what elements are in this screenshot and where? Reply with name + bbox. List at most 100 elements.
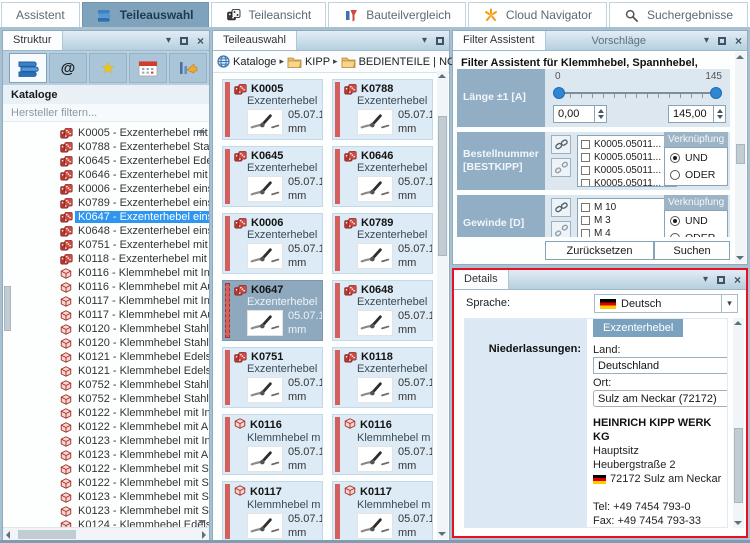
part-card[interactable]: K0006 Exzenterhebel ei... 05.07.17 mm [222,213,323,274]
radio-button[interactable] [670,216,680,226]
checkbox[interactable] [581,229,590,237]
max-value[interactable]: 145,00 [673,108,707,120]
part-card[interactable]: K0005 Exzenterhebel mi... 05.07.17 mm [222,79,323,140]
part-card[interactable]: K0645 Exzenterhebel Ed... 05.07.17 mm [222,146,323,207]
slider-handle-max[interactable] [710,87,722,99]
combobox-arrow[interactable]: ▾ [721,295,737,312]
tree-item[interactable]: K0648 - Exzenterhebel einstellba [3,224,209,238]
radio-button[interactable] [670,170,680,180]
min-value-spinner[interactable]: 0,00 [553,105,607,123]
part-card[interactable]: K0117 Klemmhebel mit... 05.07.17 mm [332,481,433,540]
part-card[interactable]: K0647 Exzenterhebel ei... 05.07.17 mm [222,280,323,341]
step-down-icon[interactable] [716,115,723,119]
slider-handle-min[interactable] [553,87,565,99]
history-view-button[interactable] [169,53,207,83]
checkbox-option[interactable]: K0005.05011... [581,151,666,164]
scroll-up-arrow[interactable] [198,129,206,133]
filter-assistent-panel-tab[interactable]: Filter Assistent [453,31,546,50]
close-icon[interactable]: × [734,33,742,48]
ort-select[interactable]: Sulz am Neckar (72172) [593,390,727,407]
tree-item[interactable]: K0122 - Klemmhebel mit Schutz [3,462,209,476]
scroll-down-arrow[interactable] [734,521,742,525]
scroll-down-arrow[interactable] [198,520,206,524]
language-combobox[interactable]: Deutsch ▾ [594,294,738,313]
spinner-steps[interactable] [594,106,606,122]
calendar-view-button[interactable] [129,53,167,83]
tree-item[interactable]: K0789 - Exzenterhebel einstellba [3,196,209,210]
details-panel-tab[interactable]: Details [454,270,509,289]
tree-item[interactable]: K0117 - Klemmhebel mit Außen [3,308,209,322]
tab-assistent[interactable]: Assistent [1,2,80,27]
favorites-view-button[interactable]: ★ [89,53,127,83]
part-card[interactable]: K0116 Klemmhebel mit... 05.07.17 mm [332,414,433,475]
min-value[interactable]: 0,00 [558,108,580,120]
search-button[interactable]: Suchen [654,241,730,260]
horizontal-scrollbar-thumb[interactable] [18,530,76,539]
checkbox-option[interactable]: M 10 [581,201,666,214]
max-value-spinner[interactable]: 145,00 [668,105,726,123]
tree-item[interactable]: K0005 - Exzenterhebel mit Innen [3,126,209,140]
scroll-down-arrow[interactable] [438,532,446,536]
suppliers-view-button[interactable]: @ [49,53,87,83]
tree-item[interactable]: K0646 - Exzenterhebel mit Kunst [3,168,209,182]
breadcrumb-kataloge[interactable]: Kataloge ▸ [217,55,284,68]
tree-item[interactable]: K0116 - Klemmhebel mit Außen [3,280,209,294]
checkbox[interactable] [581,153,590,162]
scroll-right-arrow[interactable] [202,531,206,539]
tree-item[interactable]: K0751 - Exzenterhebel mit Schne [3,238,209,252]
panel-menu-icon[interactable]: ▾ [421,34,427,46]
unlink-values-button[interactable] [551,221,571,237]
unlink-values-button[interactable] [551,158,571,177]
tree-item[interactable]: K0006 - Exzenterhebel einstellba [3,182,209,196]
tree-item[interactable]: K0123 - Klemmhebel mit Schutz [3,490,209,504]
maximize-icon[interactable] [436,36,444,45]
radio-oder[interactable]: ODER [670,169,722,181]
teileauswahl-panel-tab[interactable]: Teileauswahl [213,31,297,50]
breadcrumb-bedienteile[interactable]: BEDIENTEILE | NO [341,56,456,68]
tab-bauteilvergleich[interactable]: Bauteilvergleich [328,2,466,27]
step-down-icon[interactable] [597,115,604,119]
tree-item[interactable]: K0122 - Klemmhebel mit Außen [3,420,209,434]
checkbox-option[interactable]: K0005.05011... [581,164,666,177]
panel-menu-icon[interactable]: ▾ [703,34,709,46]
tree-item[interactable]: K0124 - Klemmhebel Edelstahl n [3,518,209,527]
manufacturer-filter-input[interactable]: Hersteller filtern... [3,104,209,122]
vorschlaege-panel-tab[interactable]: Vorschläge [591,35,646,47]
checkbox[interactable] [581,140,590,149]
vertical-scrollbar[interactable] [735,52,746,263]
part-card[interactable]: K0789 Exzenterhebel ei... 05.07.17 mm [332,213,433,274]
part-card[interactable]: K0117 Klemmhebel mit... 05.07.17 mm [222,481,323,540]
scroll-up-arrow[interactable] [438,74,446,78]
radio-und[interactable]: UND [670,152,722,164]
scroll-up-arrow[interactable] [734,321,742,325]
struktur-panel-tab[interactable]: Struktur [3,31,63,50]
tree-item[interactable]: K0123 - Klemmhebel mit Schutz [3,504,209,518]
scroll-up-arrow[interactable] [736,55,744,59]
panel-menu-icon[interactable]: ▾ [165,34,171,46]
checkbox[interactable] [581,203,590,212]
range-slider[interactable] [553,87,722,99]
catalogs-view-button[interactable] [9,53,47,83]
vertical-scrollbar-thumb[interactable] [736,144,745,164]
tree-item[interactable]: K0123 - Klemmhebel mit Inneng [3,434,209,448]
checkbox[interactable] [581,216,590,225]
spinner-steps[interactable] [713,106,725,122]
checkbox-option[interactable]: M 3 [581,214,666,227]
vertical-scrollbar[interactable] [733,318,744,528]
land-select[interactable]: Deutschland [593,357,727,374]
part-card[interactable]: K0116 Klemmhebel mit... 05.07.17 mm [222,414,323,475]
breadcrumb-kipp[interactable]: KIPP ▸ [287,56,338,68]
tree-item[interactable]: K0122 - Klemmhebel mit Inneng [3,406,209,420]
link-values-button[interactable] [551,198,571,217]
tab-teileansicht[interactable]: Teileansicht [210,2,327,27]
radio-button[interactable] [670,153,680,163]
vertical-scrollbar-thumb[interactable] [734,428,743,503]
scroll-down-arrow[interactable] [736,256,744,260]
tree-item[interactable]: K0788 - Exzenterhebel Stahl mit I [3,140,209,154]
step-up-icon[interactable] [716,109,723,113]
tree-item[interactable]: K0121 - Klemmhebel Edelstahl n [3,364,209,378]
checkbox-option[interactable]: K0005.05011... [581,177,666,186]
tab-cloud-navigator[interactable]: Cloud Navigator [467,2,607,27]
reset-button[interactable]: Zurücksetzen [545,241,655,260]
tree-item[interactable]: K0121 - Klemmhebel Edelstahl n [3,350,209,364]
